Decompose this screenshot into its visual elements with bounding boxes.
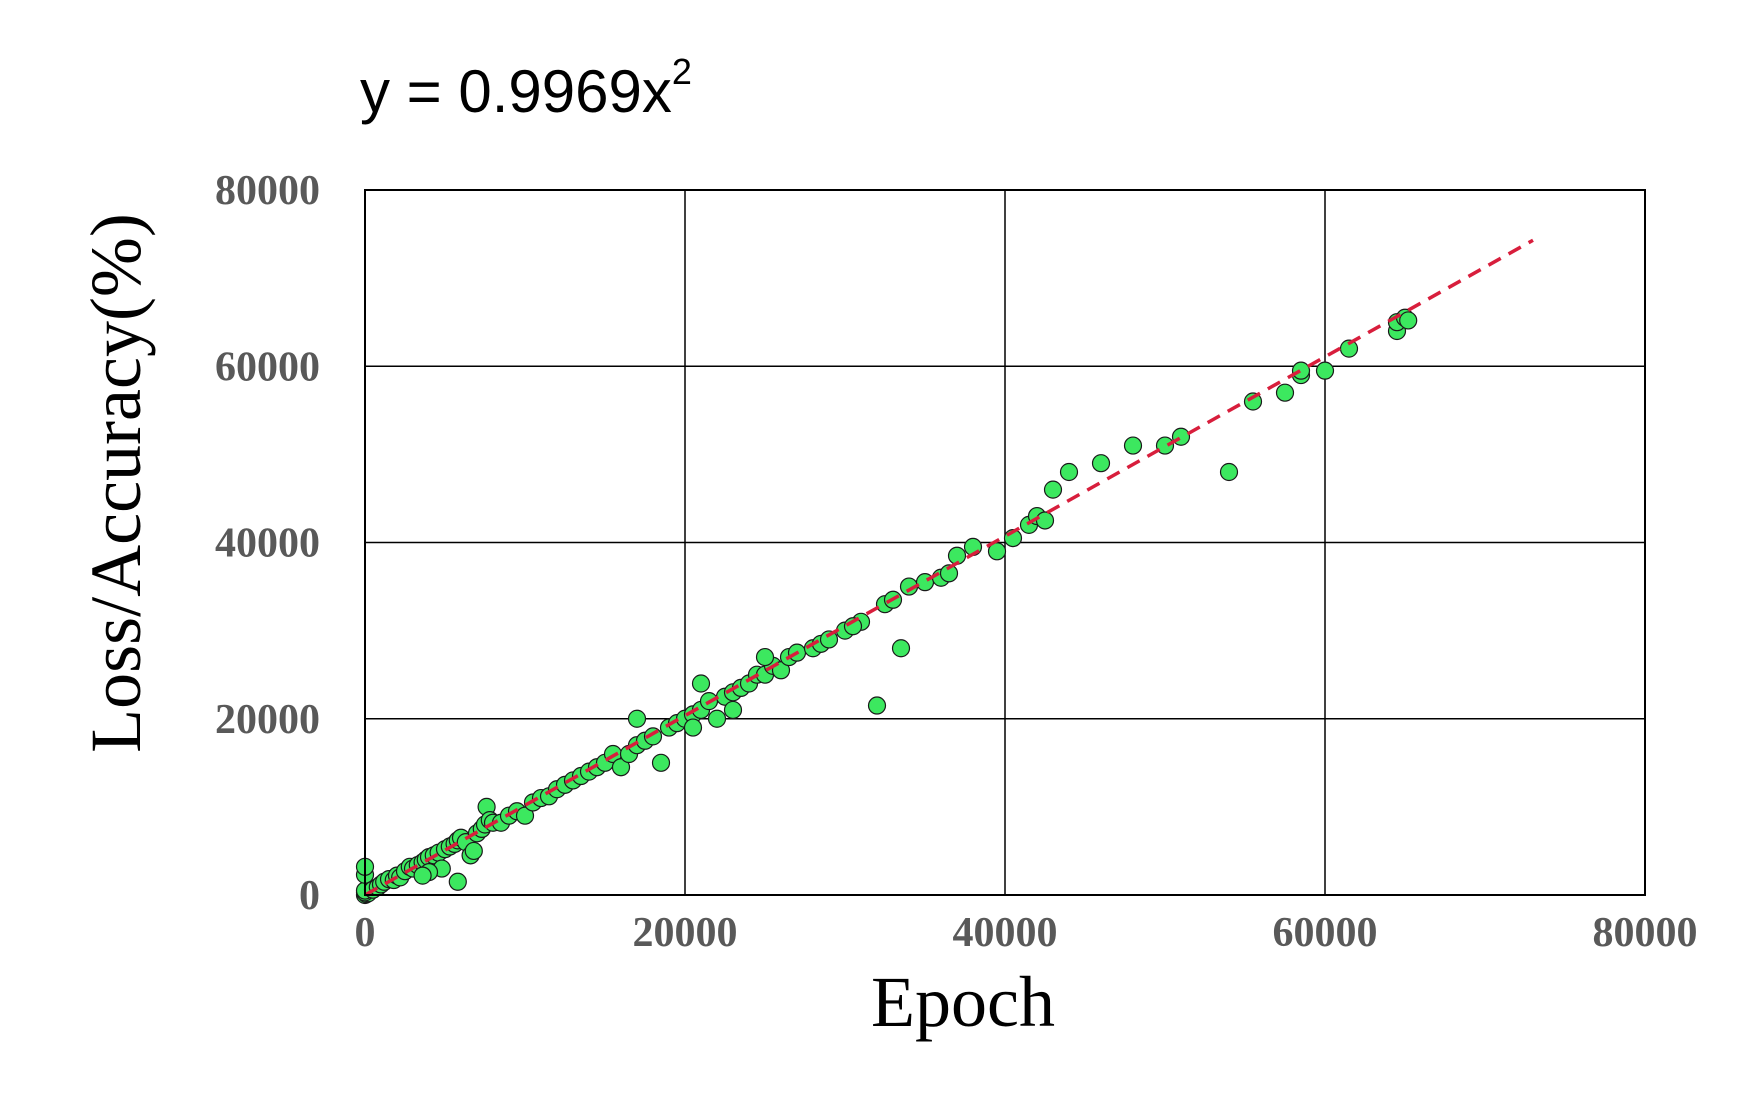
data-point <box>1155 436 1175 455</box>
data-point <box>1315 361 1335 380</box>
y-tick-label: 60000 <box>215 344 320 390</box>
data-point <box>448 872 467 891</box>
data-point <box>413 866 432 885</box>
y-tick-label: 40000 <box>215 521 320 567</box>
x-axis-title: Epoch <box>871 962 1055 1042</box>
data-point <box>1339 339 1359 358</box>
y-tick-labels: 0 20000 40000 60000 80000 <box>215 168 320 919</box>
data-point <box>723 700 743 720</box>
y-axis-title: Loss/Accuracy(%) <box>76 213 156 753</box>
x-tick-label: 40000 <box>953 910 1058 956</box>
trendline-equation: y = 0.9969x2 <box>360 51 692 125</box>
data-point <box>464 841 483 861</box>
data-point <box>867 696 887 715</box>
data-point <box>987 542 1007 561</box>
data-point <box>683 718 703 737</box>
data-point <box>755 647 775 667</box>
data-point <box>1219 462 1239 482</box>
data-point <box>1043 480 1063 499</box>
data-point <box>1399 311 1418 330</box>
y-tick-label: 0 <box>299 873 320 919</box>
data-point <box>1091 454 1111 473</box>
data-point <box>707 709 727 728</box>
data-point <box>891 639 911 658</box>
equation-superscript: 2 <box>672 51 692 92</box>
plot-frame <box>364 189 1646 896</box>
x-tick-label: 80000 <box>1593 910 1698 956</box>
data-point <box>611 758 631 777</box>
x-tick-label: 60000 <box>1273 910 1378 956</box>
data-points <box>355 238 1534 905</box>
data-point <box>1035 511 1055 530</box>
data-point <box>1275 383 1295 402</box>
data-point <box>1123 436 1143 455</box>
data-point <box>651 753 671 772</box>
data-point <box>939 564 959 583</box>
data-point <box>1059 462 1079 482</box>
y-tick-label: 80000 <box>215 168 320 214</box>
data-point <box>1243 392 1263 411</box>
x-tick-label: 0 <box>355 910 376 956</box>
data-point <box>691 674 711 693</box>
data-point <box>819 630 839 649</box>
data-point <box>515 806 535 825</box>
x-tick-labels: 0 20000 40000 60000 80000 <box>355 910 1698 956</box>
data-point <box>627 709 647 728</box>
trendline <box>364 238 1534 897</box>
x-tick-label: 20000 <box>633 910 738 956</box>
y-tick-label: 20000 <box>215 697 320 743</box>
data-point <box>1291 361 1311 380</box>
equation-main: y = 0.9969x <box>360 58 672 125</box>
